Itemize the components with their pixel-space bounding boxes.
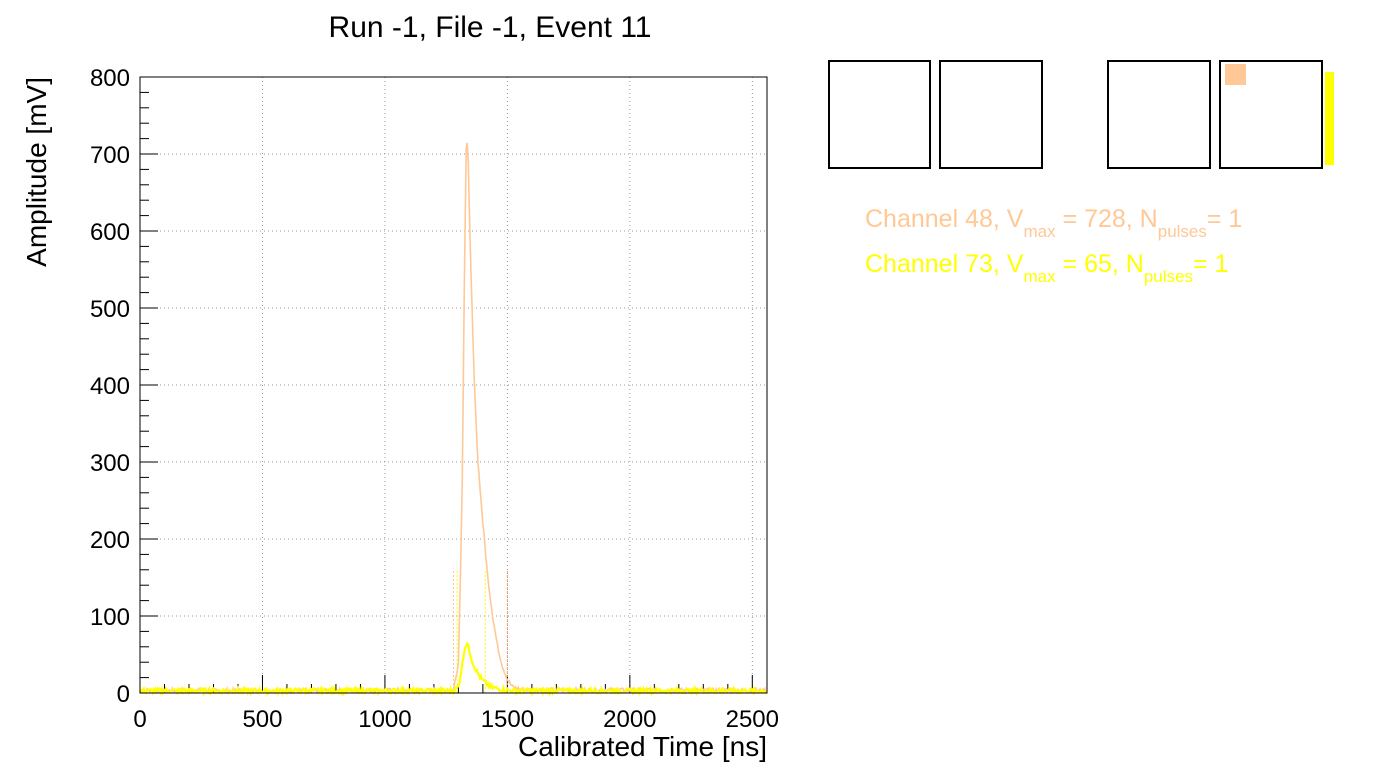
detector-cell-2 (939, 60, 1043, 169)
y-tick-label: 600 (90, 219, 130, 246)
legend-1-sub-max: max (1023, 222, 1056, 241)
legend-2-prefix: Channel 73, V (865, 250, 1024, 278)
x-tick-label: 2000 (603, 706, 656, 733)
y-tick-labels: 0 100 200 300 400 500 600 700 800 (90, 65, 130, 708)
legend-2-suffix: = 1 (1192, 250, 1229, 278)
legend-1-sub-pulses: pulses (1157, 222, 1207, 241)
x-tick-label: 2500 (726, 706, 779, 733)
detector-cell-3 (1107, 60, 1211, 169)
detector-display (828, 60, 1334, 169)
detector-cell-1 (828, 60, 931, 169)
chart-title: Run -1, File -1, Event 11 (329, 11, 652, 44)
y-tick-label: 300 (90, 450, 130, 477)
minor-ticks (140, 91, 729, 693)
series-line-0 (139, 142, 768, 696)
grid-lines (140, 77, 767, 693)
x-tick-label: 0 (133, 706, 146, 733)
y-tick-label: 200 (90, 527, 130, 554)
plot-frame (139, 76, 768, 694)
y-tick-label: 0 (117, 681, 130, 708)
legend-1-prefix: Channel 48, V (865, 205, 1024, 233)
legend-2-mid: = 65, N (1055, 250, 1144, 278)
legend-2-sub-max: max (1023, 267, 1056, 286)
x-tick-labels: 0 500 1000 1500 2000 2500 (133, 706, 779, 733)
legend-entry-channel-48: Channel 48, Vmax = 728, Npulses= 1 (865, 205, 1242, 242)
detector-hit-ch48 (1225, 64, 1246, 85)
legend-1-suffix: = 1 (1206, 205, 1243, 233)
legend-2-sub-pulses: pulses (1143, 267, 1193, 286)
x-tick-label: 1500 (481, 706, 534, 733)
legend-1-mid: = 728, N (1055, 205, 1158, 233)
y-tick-label: 100 (90, 604, 130, 631)
series-group (138, 142, 768, 698)
y-tick-label: 700 (90, 142, 130, 169)
y-tick-label: 400 (90, 373, 130, 400)
y-tick-label: 500 (90, 296, 130, 323)
x-axis-label: Calibrated Time [ns] (518, 731, 767, 762)
y-axis-label: Amplitude [mV] (21, 77, 52, 267)
x-tick-label: 1000 (358, 706, 411, 733)
x-tick-label: 500 (242, 706, 282, 733)
legend-entry-channel-73: Channel 73, Vmax = 65, Npulses= 1 (865, 250, 1228, 287)
y-tick-label: 800 (90, 65, 130, 92)
detector-hit-ch73 (1325, 72, 1334, 165)
